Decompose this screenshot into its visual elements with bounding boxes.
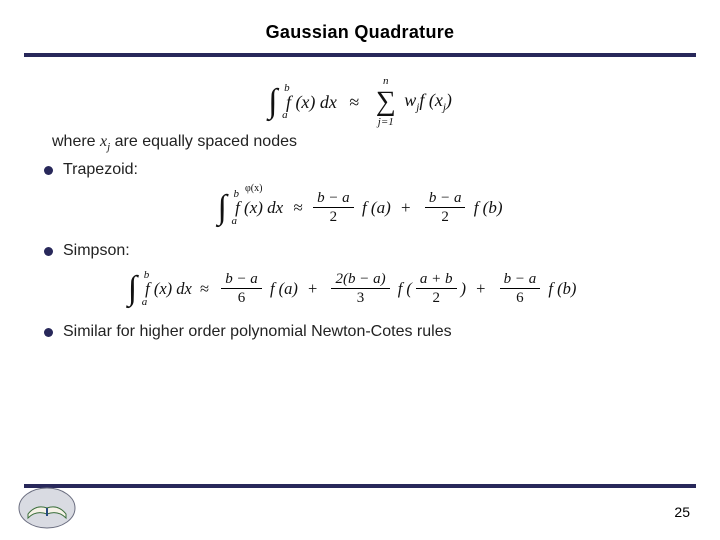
term-fn: f (a) bbox=[362, 198, 391, 218]
fraction: b − a 2 bbox=[313, 189, 354, 226]
integrand: f (x) dx bbox=[145, 279, 192, 299]
term-fn: f (a) bbox=[270, 279, 298, 299]
content-area: ∫ b a f (x) dx ≈ ∑ n j=1 wjf (xj) where … bbox=[0, 57, 720, 341]
slide-title: Gaussian Quadrature bbox=[0, 22, 720, 43]
plus-sign: + bbox=[476, 279, 485, 299]
term-fn: f (b) bbox=[548, 279, 576, 299]
trapezoid-formula: ∫ b a f (x) dx φ(x) ≈ b − a 2 f (a) + b … bbox=[44, 189, 676, 226]
plus-sign: + bbox=[401, 198, 411, 218]
integral-lower: a bbox=[282, 110, 288, 121]
fraction: 2(b − a) 3 bbox=[331, 270, 389, 307]
integral-upper: b bbox=[234, 189, 240, 200]
simpson-label: Simpson: bbox=[63, 242, 130, 260]
fraction: b − a 6 bbox=[500, 270, 541, 307]
approx-sign: ≈ bbox=[349, 92, 359, 113]
bullet-trapezoid: Trapezoid: bbox=[44, 161, 676, 179]
trapezoid-label: Trapezoid: bbox=[63, 161, 138, 179]
fraction: a + b 2 bbox=[416, 270, 457, 307]
integral-upper: b bbox=[144, 270, 150, 281]
book-logo-icon bbox=[18, 486, 76, 530]
summation-sign: ∑ n j=1 bbox=[376, 88, 396, 116]
integrand: f (x) dx bbox=[235, 198, 283, 218]
integral-upper: b bbox=[284, 83, 290, 94]
term-fn: f (b) bbox=[474, 198, 503, 218]
integrand: f (x) dx bbox=[286, 92, 337, 113]
integral-sign: ∫ b a bbox=[128, 272, 137, 306]
integral-sign: ∫ b a bbox=[268, 85, 277, 119]
sum-lower: j=1 bbox=[378, 117, 394, 128]
fraction: b − a 6 bbox=[221, 270, 262, 307]
approx-sign: ≈ bbox=[293, 198, 302, 218]
bottom-rule bbox=[24, 484, 696, 488]
bullet-simpson: Simpson: bbox=[44, 242, 676, 260]
title-area: Gaussian Quadrature bbox=[0, 0, 720, 53]
phi-annotation: φ(x) bbox=[245, 183, 262, 194]
bullet-icon bbox=[44, 247, 53, 256]
where-line: where xj are equally spaced nodes bbox=[52, 133, 676, 153]
simpson-formula: ∫ b a f (x) dx ≈ b − a 6 f (a) + 2(b − a… bbox=[28, 270, 676, 307]
integral-lower: a bbox=[232, 216, 238, 227]
page-number: 25 bbox=[674, 504, 690, 520]
sum-upper: n bbox=[383, 76, 389, 87]
bullet-icon bbox=[44, 166, 53, 175]
term-fn-close: ) bbox=[461, 279, 467, 299]
term-fn-open: f ( bbox=[398, 279, 412, 299]
integral-sign: ∫ b a bbox=[218, 191, 227, 225]
fraction: b − a 2 bbox=[425, 189, 466, 226]
bullet-icon bbox=[44, 328, 53, 337]
integral-lower: a bbox=[142, 297, 148, 308]
summand: wjf (xj) bbox=[404, 90, 452, 114]
approx-sign: ≈ bbox=[200, 279, 209, 299]
bullet-newton-cotes: Similar for higher order polynomial Newt… bbox=[44, 323, 676, 341]
newton-cotes-label: Similar for higher order polynomial Newt… bbox=[63, 323, 452, 341]
main-formula: ∫ b a f (x) dx ≈ ∑ n j=1 wjf (xj) bbox=[44, 85, 676, 119]
plus-sign: + bbox=[308, 279, 317, 299]
